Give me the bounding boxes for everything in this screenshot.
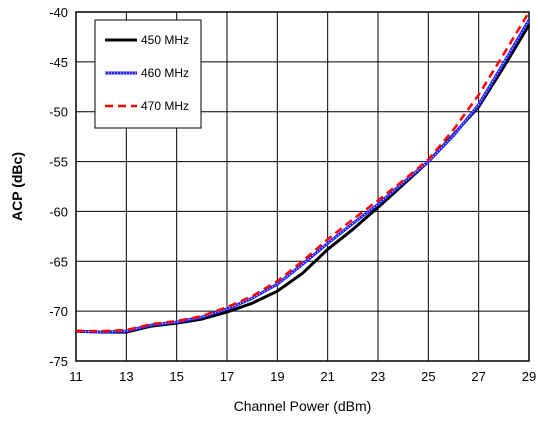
x-tick-label: 19 xyxy=(270,369,284,384)
x-tick-label: 17 xyxy=(220,369,234,384)
legend: 450 MHz 460 MHz 470 MHz xyxy=(94,19,202,129)
x-tick-label: 11 xyxy=(69,369,83,384)
x-tick-label: 21 xyxy=(320,369,334,384)
y-tick-label: -50 xyxy=(49,105,68,120)
series-line-2 xyxy=(75,19,531,334)
x-tick-label: 25 xyxy=(421,369,435,384)
x-tick-label: 27 xyxy=(471,369,485,384)
x-axis-ticks: 11 13 15 17 19 21 23 25 27 29 xyxy=(69,369,536,384)
plot-frame xyxy=(75,11,530,362)
x-axis-title: Channel Power (dBm) xyxy=(234,398,372,414)
legend-label: 450 MHz xyxy=(141,33,189,47)
x-tick-label: 13 xyxy=(119,369,133,384)
x-tick-label: 29 xyxy=(522,369,536,384)
x-tick-label: 15 xyxy=(169,369,183,384)
y-tick-label: -40 xyxy=(49,5,68,20)
y-axis-ticks: -40 -45 -50 -55 -60 -65 -70 -75 xyxy=(49,5,68,369)
y-axis-title: ACP (dBc) xyxy=(9,152,25,221)
series-line-3 xyxy=(76,11,531,333)
y-tick-label: -45 xyxy=(49,55,68,70)
y-tick-label: -65 xyxy=(49,254,68,269)
series-layer xyxy=(75,11,531,334)
y-tick-label: -75 xyxy=(49,354,68,369)
legend-label: 460 MHz xyxy=(141,66,189,80)
y-tick-label: -60 xyxy=(49,204,68,219)
x-tick-label: 23 xyxy=(371,369,385,384)
legend-label: 470 MHz xyxy=(141,99,189,113)
y-tick-label: -70 xyxy=(49,304,68,319)
y-tick-label: -55 xyxy=(49,155,68,170)
